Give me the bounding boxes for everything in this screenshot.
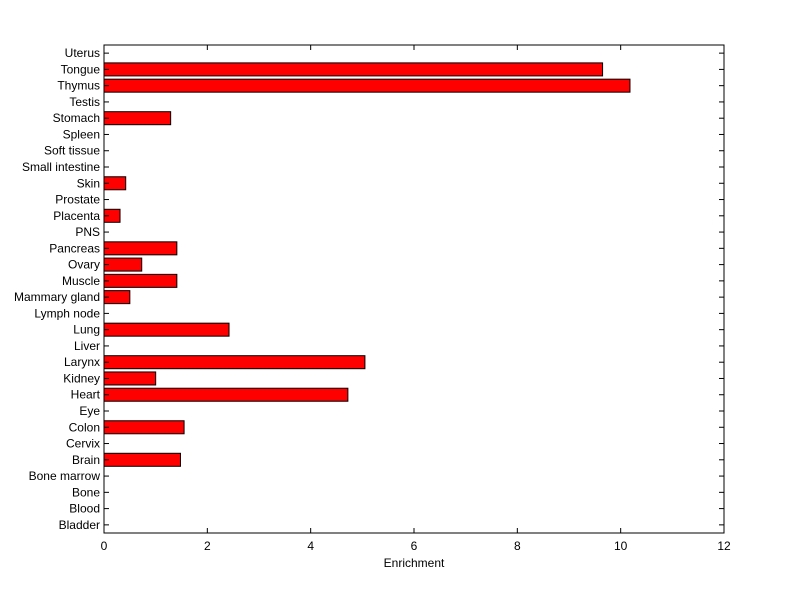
bar xyxy=(103,420,185,435)
y-tick-label: Stomach xyxy=(53,111,100,125)
y-tick-label: Blood xyxy=(69,502,100,516)
ticks-layer xyxy=(103,45,725,533)
y-tick-label: Liver xyxy=(74,339,100,353)
y-tick-label: Bone marrow xyxy=(29,469,101,483)
bar xyxy=(103,273,178,288)
bar xyxy=(103,257,143,272)
y-tick-label: Pancreas xyxy=(49,241,100,255)
y-tick-label: Skin xyxy=(77,176,100,190)
y-tick-label: Colon xyxy=(69,420,100,434)
x-tick-label: 8 xyxy=(514,539,521,553)
y-tick-label: Larynx xyxy=(64,355,100,369)
y-tick-label: Uterus xyxy=(65,46,100,60)
bar xyxy=(103,371,157,386)
bar xyxy=(103,387,349,402)
bars-layer xyxy=(103,62,631,467)
plot-frame xyxy=(103,44,725,534)
y-tick-label: Mammary gland xyxy=(14,290,100,304)
y-tick-label: Placenta xyxy=(53,209,100,223)
y-tick-label: Testis xyxy=(69,95,100,109)
y-tick-label: Cervix xyxy=(66,437,100,451)
y-tick-label: Muscle xyxy=(62,274,100,288)
y-tick-label: Lymph node xyxy=(34,306,100,320)
x-tick-label: 0 xyxy=(101,539,108,553)
y-tick-label: Tongue xyxy=(61,62,101,76)
x-tick-label: 2 xyxy=(204,539,211,553)
y-tick-label: Soft tissue xyxy=(44,144,100,158)
x-tick-label: 10 xyxy=(614,539,628,553)
bar xyxy=(103,355,366,370)
y-tick-label: Lung xyxy=(73,323,100,337)
y-tick-label: Eye xyxy=(79,404,100,418)
bar xyxy=(103,322,230,337)
bar xyxy=(103,241,178,256)
y-tick-label: Brain xyxy=(72,453,100,467)
y-tick-label: Spleen xyxy=(63,127,100,141)
labels-layer: Bladder Blood Bone Bone marrow Brain Cervix Co… xyxy=(14,46,731,553)
y-tick-label: Small intestine xyxy=(22,160,100,174)
y-tick-label: Thymus xyxy=(57,79,100,93)
x-tick-label: 6 xyxy=(411,539,418,553)
y-tick-label: Heart xyxy=(71,388,101,402)
bar xyxy=(103,62,604,77)
x-axis-label: Enrichment xyxy=(384,556,445,570)
y-tick-label: Ovary xyxy=(68,258,100,272)
y-tick-label: Bladder xyxy=(59,518,100,532)
y-tick-label: PNS xyxy=(75,225,100,239)
x-tick-label: 4 xyxy=(307,539,314,553)
y-tick-label: Prostate xyxy=(55,193,100,207)
x-tick-label: 12 xyxy=(717,539,731,553)
bar xyxy=(103,78,631,93)
bar xyxy=(103,111,172,126)
bar xyxy=(103,452,181,467)
y-tick-label: Kidney xyxy=(63,371,100,385)
y-tick-label: Bone xyxy=(72,485,100,499)
